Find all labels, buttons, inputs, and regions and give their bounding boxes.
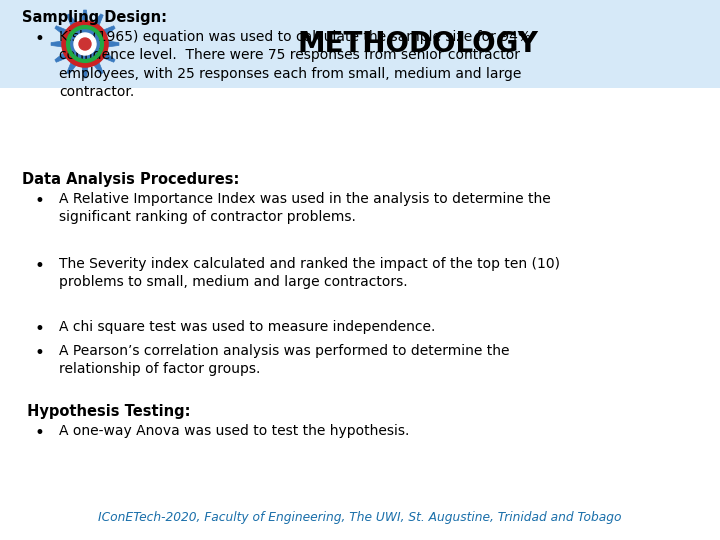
Polygon shape — [94, 62, 103, 74]
Polygon shape — [107, 41, 119, 47]
Text: Sampling Design:: Sampling Design: — [22, 10, 166, 25]
Circle shape — [74, 33, 96, 55]
Polygon shape — [67, 14, 77, 26]
Circle shape — [63, 22, 107, 66]
Circle shape — [79, 38, 91, 50]
Text: METHODOLOGY: METHODOLOGY — [297, 30, 538, 58]
Polygon shape — [55, 52, 68, 62]
Polygon shape — [102, 52, 115, 62]
Text: Hypothesis Testing:: Hypothesis Testing: — [22, 404, 190, 419]
Polygon shape — [67, 62, 77, 74]
Text: Data Analysis Procedures:: Data Analysis Procedures: — [22, 172, 239, 187]
Text: A one-way Anova was used to test the hypothesis.: A one-way Anova was used to test the hyp… — [59, 424, 410, 438]
Text: A Pearson’s correlation analysis was performed to determine the
relationship of : A Pearson’s correlation analysis was per… — [59, 344, 510, 376]
Text: •: • — [35, 192, 45, 210]
Text: IConETech-2020, Faculty of Engineering, The UWI, St. Augustine, Trinidad and Tob: IConETech-2020, Faculty of Engineering, … — [98, 511, 622, 524]
FancyBboxPatch shape — [0, 0, 720, 88]
Text: A chi square test was used to measure independence.: A chi square test was used to measure in… — [59, 320, 436, 334]
Text: Kish (1965) equation was used to calculate the sample size for 94%
confidence le: Kish (1965) equation was used to calcula… — [59, 30, 531, 99]
Polygon shape — [51, 41, 63, 47]
Text: •: • — [35, 320, 45, 338]
Polygon shape — [82, 66, 88, 78]
Text: •: • — [35, 257, 45, 275]
Polygon shape — [94, 14, 103, 26]
Text: The Severity index calculated and ranked the impact of the top ten (10)
problems: The Severity index calculated and ranked… — [59, 257, 560, 289]
Text: •: • — [35, 344, 45, 362]
Text: •: • — [35, 424, 45, 442]
Polygon shape — [102, 26, 115, 36]
Text: A Relative Importance Index was used in the analysis to determine the
significan: A Relative Importance Index was used in … — [59, 192, 551, 225]
Polygon shape — [55, 26, 68, 36]
Text: •: • — [35, 30, 45, 48]
Polygon shape — [82, 10, 88, 22]
